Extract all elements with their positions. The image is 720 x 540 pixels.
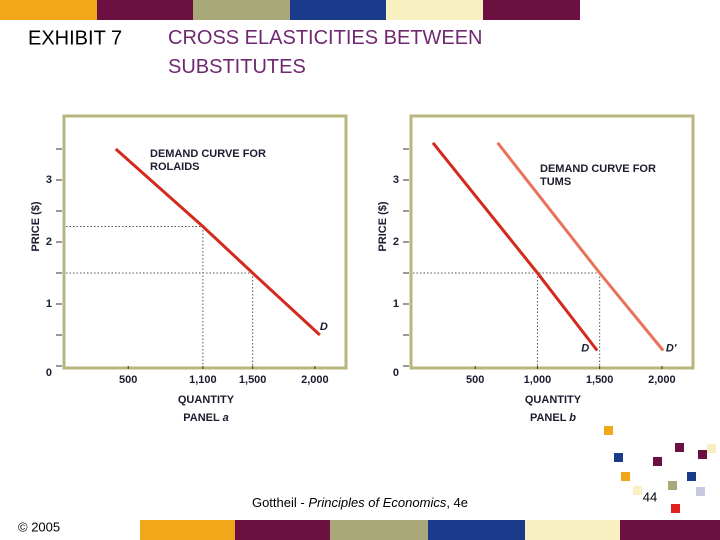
x-tick-label: 2,000 [648,374,676,386]
panel-letter: a [223,412,229,424]
x-tick-label: 1,500 [239,374,267,386]
y-tick-label: 1 [46,298,52,310]
slide-title: CROSS ELASTICITIES BETWEEN SUBSTITUTES [168,27,483,78]
panel-word: PANEL [530,412,567,424]
y-tick-label: 0 [393,367,399,379]
bottom-bar [140,520,720,540]
x-axis-label: QUANTITY [525,394,582,406]
x-tick-label: 500 [119,374,137,386]
plot-frame [62,114,348,370]
panel-word: PANEL [183,412,220,424]
citation-edition: , 4e [446,495,468,510]
y-tick-label: 0 [46,367,52,379]
x-tick-label: 1,100 [189,374,217,386]
y-tick-label: 2 [393,236,399,248]
page-number: 44 [643,489,657,504]
exhibit-label: EXHIBIT 7 [28,27,122,49]
x-tick-label: 500 [466,374,484,386]
demand-line [496,141,665,352]
citation-book: Principles of Economics [308,495,446,510]
copyright: © 2005 [18,519,60,534]
panel-label: PANEL a [183,412,228,424]
citation-author: Gottheil - [252,495,308,510]
annotation-box: DEMAND CURVE FOR ROLAIDS [150,148,266,173]
x-tick-label: 1,000 [524,374,552,386]
y-tick-label: 2 [46,236,52,248]
x-axis-label: QUANTITY [178,394,235,406]
annotation: DEMAND CURVE FOR ROLAIDS [150,148,266,173]
series-label: D [320,321,328,333]
series-label: D' [666,342,677,354]
y-axis-label: PRICE ($) [30,201,42,251]
annotation: DEMAND CURVE FOR TUMS [540,163,656,188]
y-tick-label: 3 [46,174,52,186]
annotation-box: DEMAND CURVE FOR TUMS [540,163,656,188]
panel-letter: b [569,412,576,424]
citation: Gottheil - Principles of Economics, 4e [252,495,468,510]
demand-line [114,147,321,337]
plot-frame [409,114,695,370]
panel-label: PANEL b [530,412,576,424]
x-tick-label: 1,500 [586,374,614,386]
y-axis-label: PRICE ($) [377,201,389,251]
x-tick-label: 2,000 [301,374,329,386]
demand-line [431,141,599,352]
y-tick-label: 1 [393,298,399,310]
y-tick-label: 3 [393,174,399,186]
top-bar [0,0,580,20]
title-box: CROSS ELASTICITIES BETWEEN SUBSTITUTES [168,27,483,78]
series-label: D [581,342,589,354]
decor-squares [604,426,716,513]
